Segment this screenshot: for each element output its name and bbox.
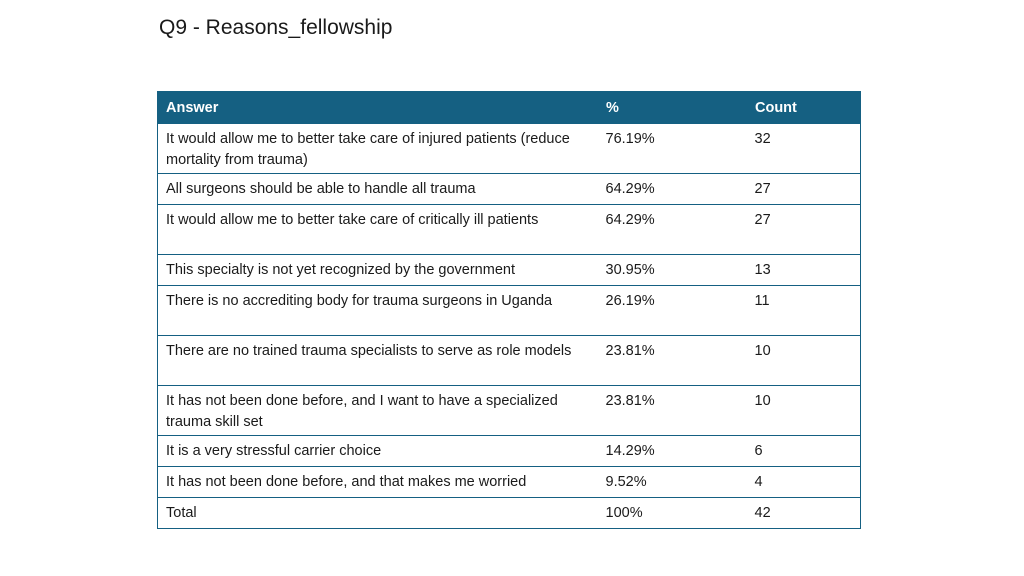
column-header-percent: % bbox=[597, 91, 747, 124]
answer-cell: It has not been done before, and that ma… bbox=[157, 466, 598, 498]
percent-cell: 64.29% bbox=[597, 173, 747, 205]
count-cell: 6 bbox=[746, 435, 861, 467]
total-label-cell: Total bbox=[157, 497, 598, 529]
count-cell: 27 bbox=[746, 173, 861, 205]
table-row: There are no trained trauma specialists … bbox=[157, 335, 861, 386]
answer-cell: It is a very stressful carrier choice bbox=[157, 435, 598, 467]
count-cell: 10 bbox=[746, 385, 861, 436]
table-row: It has not been done before, and that ma… bbox=[157, 466, 861, 498]
percent-cell: 23.81% bbox=[597, 335, 747, 386]
percent-cell: 26.19% bbox=[597, 285, 747, 336]
table-row: It would allow me to better take care of… bbox=[157, 204, 861, 255]
count-cell: 10 bbox=[746, 335, 861, 386]
total-percent-cell: 100% bbox=[597, 497, 747, 529]
count-cell: 13 bbox=[746, 254, 861, 286]
percent-cell: 76.19% bbox=[597, 123, 747, 174]
results-table: Answer % Count It would allow me to bett… bbox=[157, 91, 861, 529]
table-total-row: Total 100% 42 bbox=[157, 497, 861, 529]
count-cell: 27 bbox=[746, 204, 861, 255]
count-cell: 32 bbox=[746, 123, 861, 174]
page-title: Q9 - Reasons_fellowship bbox=[159, 16, 393, 39]
table-row: All surgeons should be able to handle al… bbox=[157, 173, 861, 205]
percent-cell: 23.81% bbox=[597, 385, 747, 436]
table-row: It has not been done before, and I want … bbox=[157, 385, 861, 436]
percent-cell: 64.29% bbox=[597, 204, 747, 255]
answer-cell: It has not been done before, and I want … bbox=[157, 385, 598, 436]
percent-cell: 9.52% bbox=[597, 466, 747, 498]
column-header-answer: Answer bbox=[157, 91, 598, 124]
answer-cell: All surgeons should be able to handle al… bbox=[157, 173, 598, 205]
answer-cell: It would allow me to better take care of… bbox=[157, 204, 598, 255]
count-cell: 11 bbox=[746, 285, 861, 336]
column-header-count: Count bbox=[746, 91, 861, 124]
table-row: It is a very stressful carrier choice 14… bbox=[157, 435, 861, 467]
answer-cell: There is no accrediting body for trauma … bbox=[157, 285, 598, 336]
total-count-cell: 42 bbox=[746, 497, 861, 529]
table-header-row: Answer % Count bbox=[157, 91, 861, 124]
percent-cell: 30.95% bbox=[597, 254, 747, 286]
count-cell: 4 bbox=[746, 466, 861, 498]
table-row: This specialty is not yet recognized by … bbox=[157, 254, 861, 286]
answer-cell: It would allow me to better take care of… bbox=[157, 123, 598, 174]
percent-cell: 14.29% bbox=[597, 435, 747, 467]
answer-cell: There are no trained trauma specialists … bbox=[157, 335, 598, 386]
table-row: There is no accrediting body for trauma … bbox=[157, 285, 861, 336]
answer-cell: This specialty is not yet recognized by … bbox=[157, 254, 598, 286]
table-row: It would allow me to better take care of… bbox=[157, 123, 861, 174]
